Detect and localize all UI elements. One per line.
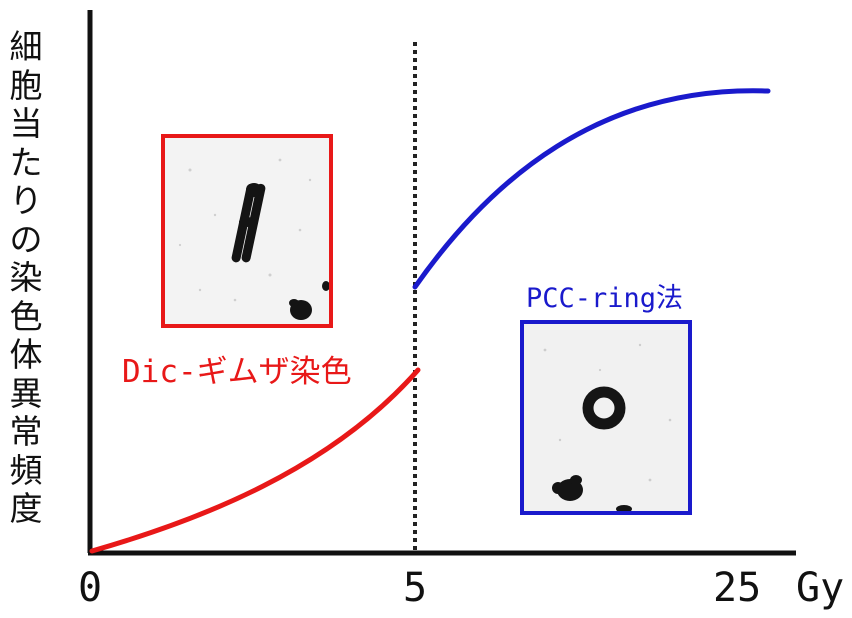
ring-micrograph bbox=[520, 320, 692, 515]
x-tick-5: 5 bbox=[403, 565, 428, 611]
x-tick-25: 25 bbox=[713, 565, 762, 611]
dic-giemsa-label: Dic-ギムザ染色 bbox=[122, 354, 352, 390]
dic-curve bbox=[89, 367, 421, 554]
x-axis-unit: Gy bbox=[796, 565, 845, 611]
x-tick-0: 0 bbox=[78, 565, 103, 611]
y-axis-label: 細胞当たりの染色体異常頻度 bbox=[9, 27, 43, 528]
pcc-ring-curve bbox=[412, 88, 771, 290]
pcc-ring-label: PCC-ring法 bbox=[526, 283, 684, 314]
dicentric-micrograph bbox=[161, 134, 333, 328]
